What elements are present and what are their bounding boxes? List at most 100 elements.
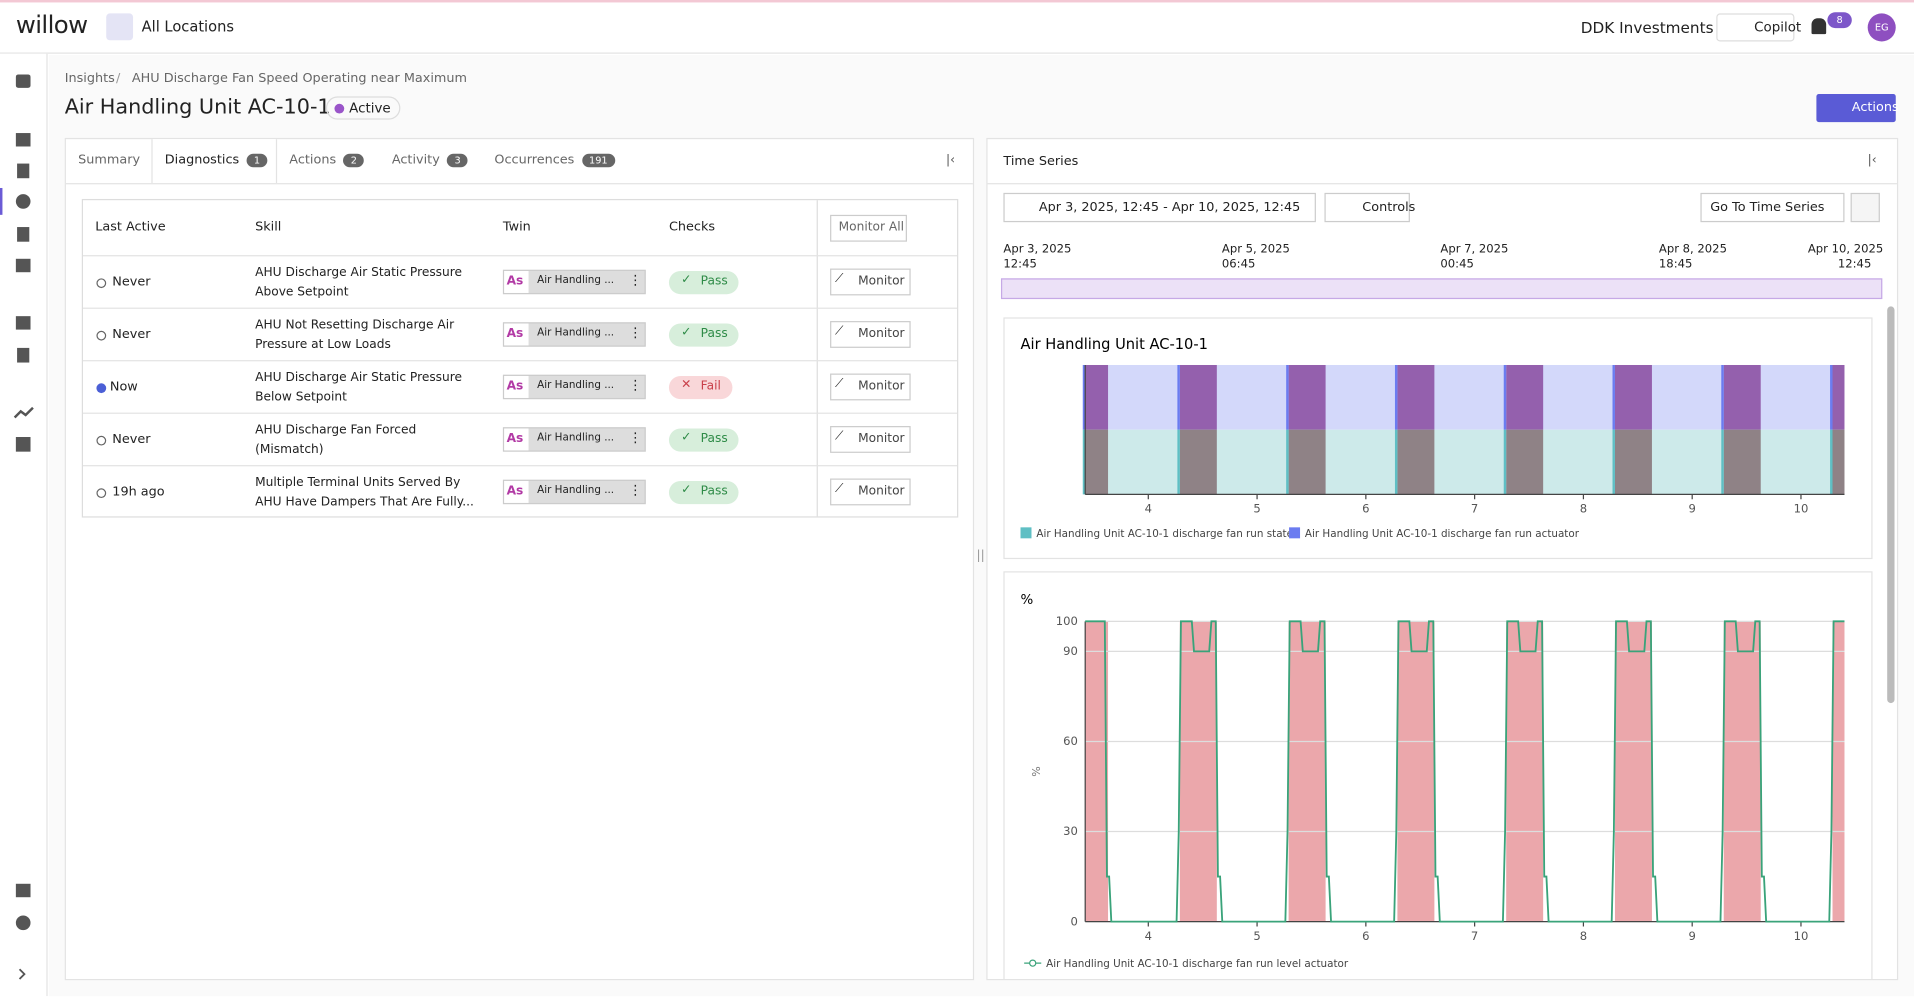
date-picker[interactable]: Apr 3, 2025, 12:45 - Apr 10, 2025, 12:45 bbox=[1003, 192, 1316, 223]
actuator-on bbox=[1179, 364, 1217, 430]
y-tick-label: 90 bbox=[1063, 644, 1078, 658]
twin-chip[interactable]: As Air Handling ... ⋮ bbox=[502, 479, 646, 505]
tab-count: 191 bbox=[581, 153, 615, 168]
timeline-label: Apr 10, 2025 bbox=[1807, 242, 1884, 257]
chart-svg: %% 0 30 60 90 100 4 5 6 7 8 9 10 Air Handling Unit AC… bbox=[1021, 593, 1845, 970]
controls-button[interactable]: Controls bbox=[1324, 192, 1415, 223]
transition bbox=[1286, 429, 1289, 495]
x-tick-label: 4 bbox=[1145, 929, 1152, 943]
go-to-button[interactable]: Go To Time Series bbox=[1700, 192, 1845, 223]
monitor-all-button[interactable]: Monitor All bbox=[830, 214, 907, 242]
check-badge: Pass bbox=[668, 270, 739, 295]
check-icon: ✕ bbox=[681, 378, 692, 392]
status-dot bbox=[334, 103, 345, 114]
icon[interactable] bbox=[15, 133, 31, 147]
skill: AHU Discharge Air Static Pressure Above … bbox=[255, 266, 463, 300]
actions-button[interactable]: Actions bbox=[1816, 93, 1899, 123]
monitor-button[interactable]: Monitor bbox=[830, 426, 911, 453]
monitor-button[interactable]: Monitor bbox=[830, 268, 911, 296]
breadcrumb-sep: / bbox=[115, 70, 121, 86]
transition bbox=[1612, 429, 1615, 495]
resize-handle[interactable]: || bbox=[976, 549, 985, 563]
sidebar bbox=[0, 53, 48, 997]
transition bbox=[1177, 364, 1180, 430]
download-button[interactable] bbox=[1850, 192, 1880, 223]
state-on bbox=[1179, 429, 1217, 495]
twin-badge: As bbox=[504, 480, 529, 503]
x-tick-label: 5 bbox=[1253, 929, 1260, 943]
monitor-icon: ⟋ bbox=[834, 482, 844, 496]
chart-card: %% 0 30 60 90 100 4 5 6 7 8 9 10 Air Handling Unit AC… bbox=[1003, 571, 1873, 980]
tab[interactable]: Actions 2 bbox=[277, 139, 380, 183]
x-tick-label: 10 bbox=[1794, 502, 1809, 516]
location-select[interactable]: All Locations bbox=[141, 18, 235, 36]
breadcrumb[interactable]: Insights bbox=[64, 70, 115, 86]
twin-chip[interactable]: As Air Handling ... ⋮ bbox=[502, 322, 646, 347]
tab-count: 1 bbox=[246, 153, 268, 168]
icon[interactable] bbox=[15, 883, 31, 898]
panel-divider bbox=[987, 183, 1897, 185]
collapse-icon[interactable]: |‹ bbox=[1867, 153, 1877, 168]
transition bbox=[1286, 364, 1289, 430]
timeline-label: Apr 8, 2025 bbox=[1658, 242, 1727, 257]
y-tick-label: 60 bbox=[1063, 734, 1078, 748]
monitor-button[interactable]: Monitor bbox=[830, 373, 911, 401]
column-header: Checks bbox=[668, 219, 716, 235]
icon[interactable] bbox=[15, 316, 31, 330]
twin-chip[interactable]: As Air Handling ... ⋮ bbox=[502, 269, 646, 295]
legend-label: Air Handling Unit AC-10-1 discharge fan … bbox=[1036, 528, 1293, 540]
monitor-icon: ⟋ bbox=[834, 377, 844, 391]
run-band bbox=[1506, 621, 1544, 922]
row-divider bbox=[83, 360, 958, 362]
actuator-on bbox=[1288, 364, 1326, 430]
diagnostics-panel: Summary Diagnostics 1 Actions 2 Activity 3 Occu… bbox=[64, 137, 975, 981]
actuator-on bbox=[1614, 364, 1652, 430]
icon[interactable] bbox=[17, 227, 30, 242]
scrollbar bbox=[1887, 306, 1895, 704]
skill: AHU Not Resetting Discharge Air Pressure… bbox=[255, 318, 455, 352]
tab[interactable]: Diagnostics 1 bbox=[151, 139, 278, 184]
chart-title: Air Handling Unit AC-10-1 bbox=[1021, 336, 1208, 353]
monitor-button[interactable]: Monitor bbox=[830, 321, 911, 348]
tab[interactable]: Activity 3 bbox=[380, 139, 483, 183]
column-divider bbox=[816, 200, 818, 517]
copilot-button[interactable]: Copilot bbox=[1716, 13, 1801, 42]
table: Last Active Skill Twin Checks Monitor All Nev… bbox=[81, 198, 959, 518]
location-icon[interactable] bbox=[106, 13, 134, 41]
run-band bbox=[1085, 621, 1109, 922]
status-dot bbox=[96, 383, 107, 394]
icon[interactable] bbox=[17, 347, 30, 363]
actuator-on bbox=[1506, 364, 1544, 430]
chart-svg: Air Handling Unit AC-10-1 4 5 6 7 8 9 10 Air Han… bbox=[1020, 336, 1845, 540]
home-icon[interactable] bbox=[15, 74, 31, 88]
settings-icon[interactable] bbox=[15, 915, 31, 931]
bell[interactable] bbox=[1811, 18, 1827, 35]
avatar[interactable]: EG bbox=[1867, 13, 1896, 42]
state-on bbox=[1614, 429, 1652, 495]
icon[interactable] bbox=[17, 163, 30, 179]
tab[interactable]: Occurrences 191 bbox=[482, 139, 615, 183]
column-header: Skill bbox=[255, 219, 282, 235]
expand-icon[interactable] bbox=[18, 968, 26, 980]
monitor-button[interactable]: Monitor bbox=[830, 478, 911, 506]
tab-divider bbox=[65, 183, 973, 185]
x-tick-label: 6 bbox=[1362, 502, 1369, 516]
collapse-icon[interactable]: |‹ bbox=[946, 153, 956, 168]
skill: AHU Discharge Fan Forced (Mismatch) bbox=[255, 423, 417, 457]
notification-badge: 8 bbox=[1827, 12, 1852, 29]
tab-label: Summary bbox=[78, 152, 141, 168]
state-on bbox=[1832, 429, 1845, 495]
timeline-range[interactable] bbox=[1000, 278, 1883, 300]
x-tick-label: 8 bbox=[1580, 502, 1587, 516]
insights-icon[interactable] bbox=[15, 194, 31, 209]
icon[interactable] bbox=[15, 258, 31, 273]
twin-chip[interactable]: As Air Handling ... ⋮ bbox=[502, 374, 646, 400]
run-band bbox=[1614, 621, 1652, 922]
icon[interactable] bbox=[13, 406, 34, 419]
x-tick-label: 10 bbox=[1794, 929, 1809, 943]
sidebar-icons bbox=[0, 74, 34, 980]
icon[interactable] bbox=[15, 437, 31, 452]
tab[interactable]: Summary bbox=[66, 139, 151, 183]
twin-chip[interactable]: As Air Handling ... ⋮ bbox=[502, 427, 646, 452]
monitor-icon: ⟋ bbox=[834, 429, 844, 444]
